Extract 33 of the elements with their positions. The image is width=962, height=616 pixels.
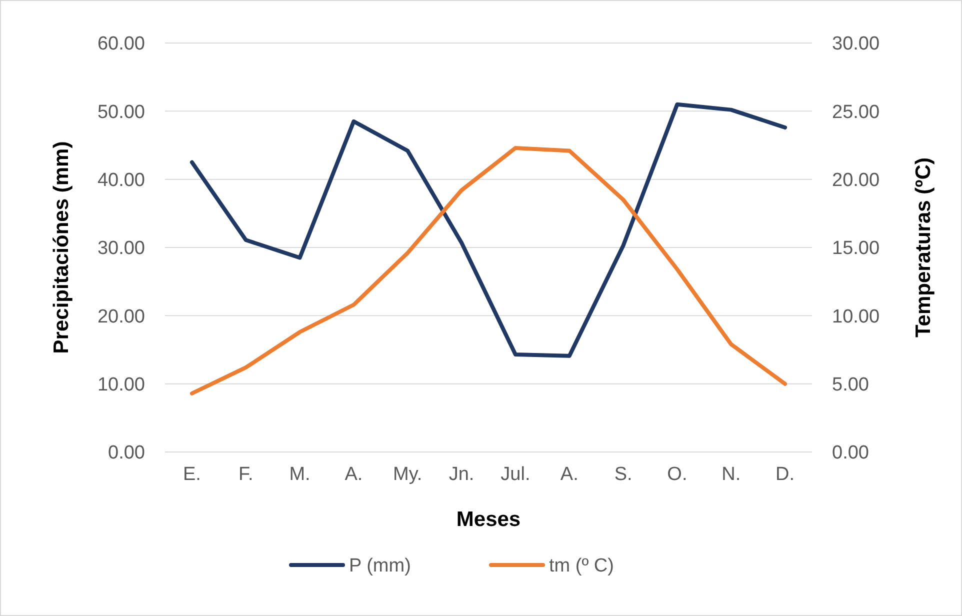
x-tick-label: S. [614,464,632,485]
x-tick-label: Jul. [500,464,530,485]
x-tick-label: A. [344,464,363,485]
legend-label: P (mm) [349,556,411,577]
y-tick-label: 30.00 [97,238,145,260]
y2-axis-title: Temperaturas (ºC) [912,158,935,338]
x-tick-label: O. [667,464,688,485]
x-tick-label: D. [776,464,795,485]
y-tick-label: 0.00 [108,442,145,464]
line-series [190,102,788,358]
x-tick-label: My. [393,464,422,485]
x-tick-label: M. [289,464,310,485]
y2-tick-label: 0.00 [832,442,869,464]
y2-tick-label: 25.00 [832,102,880,123]
x-tick-label: E. [182,464,201,485]
y-axis-title: Precipitaciónes (mm) [50,141,73,354]
y2-tick-label: 30.00 [832,34,880,55]
line-series [190,146,788,396]
y-tick-label: 20.00 [97,306,145,328]
y2-tick-label: 15.00 [832,238,880,260]
x-tick-label: N. [722,464,741,485]
y2-tick-label: 10.00 [832,306,880,328]
y-tick-label: 40.00 [97,170,145,191]
y2-tick-label: 20.00 [832,170,880,191]
legend-label: tm (º C) [549,556,614,577]
y-tick-label: 60.00 [97,34,145,55]
y-tick-label: 50.00 [97,102,145,123]
x-axis-title: Meses [456,508,521,531]
y2-tick-label: 5.00 [832,374,869,396]
y-tick-label: 10.00 [97,374,145,396]
x-tick-label: Jn. [448,464,474,485]
x-tick-label: F. [238,464,254,485]
x-tick-label: A. [560,464,578,485]
